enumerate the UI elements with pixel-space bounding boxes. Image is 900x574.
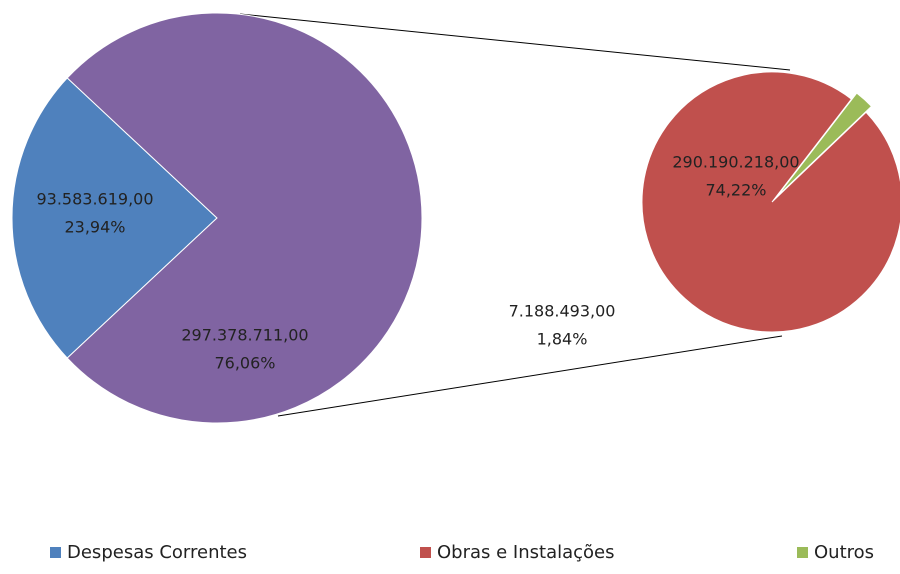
percent-label: 23,94% [64,218,125,237]
value-label: 7.188.493,00 [509,302,616,321]
connector-line [277,335,783,417]
percent-label: 1,84% [537,330,588,349]
pie-slice [11,77,218,359]
percent-label: 74,22% [705,181,766,200]
pie-slice [776,92,873,197]
legend-swatch [50,547,61,558]
legend-label: Despesas Correntes [67,542,247,563]
pie-slice [66,12,423,424]
legend-label: Obras e Instalações [437,542,615,563]
legend-swatch [420,547,431,558]
legend-label: Outros [814,542,874,563]
value-label: 290.190.218,00 [672,153,799,172]
connector-line [239,13,791,71]
pie-slice [641,71,900,333]
value-label: 297.378.711,00 [181,326,308,345]
percent-label: 76,06% [214,354,275,373]
legend-swatch [797,547,808,558]
value-label: 93.583.619,00 [36,190,153,209]
